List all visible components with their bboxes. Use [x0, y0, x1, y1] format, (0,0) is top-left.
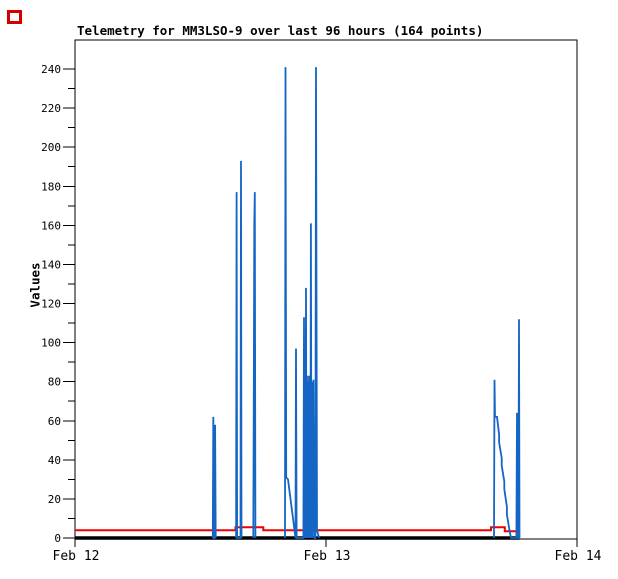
series-segment	[284, 67, 320, 539]
x-tick-label: Feb 14	[555, 549, 602, 564]
y-tick-label: 140	[41, 258, 61, 271]
series-segment	[211, 416, 217, 539]
y-tick-label: 40	[48, 454, 61, 467]
series-channel-blue	[211, 67, 521, 539]
y-tick-label: 60	[48, 415, 61, 428]
red-annotation-square	[7, 10, 22, 24]
y-tick-label: 180	[41, 180, 61, 193]
y-tick-label: 200	[41, 141, 61, 154]
y-axis-ticks: 0 20 40 60 80 100 120 140 160 180 200 220 240	[41, 63, 75, 545]
y-tick-label: 80	[48, 376, 61, 389]
chart-title: Telemetry for MM3LSO-9 over last 96 hour…	[77, 23, 484, 38]
x-axis-ticks: Feb 12 Feb 13 Feb 14	[53, 539, 602, 564]
series-segment	[252, 192, 257, 539]
series-segment	[493, 319, 521, 539]
y-tick-label: 120	[41, 298, 61, 311]
y-tick-label: 0	[54, 532, 61, 545]
y-tick-label: 20	[48, 493, 61, 506]
series-segment	[235, 160, 243, 539]
y-tick-label: 220	[41, 102, 61, 115]
y-tick-label: 100	[41, 337, 61, 350]
x-tick-label: Feb 12	[53, 549, 100, 564]
y-tick-label: 240	[41, 63, 61, 76]
x-tick-label: Feb 13	[304, 549, 351, 564]
y-tick-label: 160	[41, 219, 61, 232]
